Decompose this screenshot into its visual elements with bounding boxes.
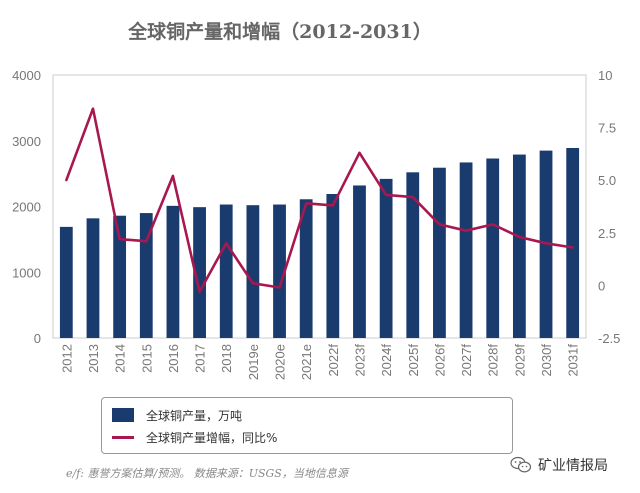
x-tick-label: 2019e — [246, 344, 261, 380]
bar — [566, 147, 580, 338]
x-tick-label: 2029f — [512, 344, 527, 377]
bar — [219, 204, 233, 338]
bar — [326, 194, 340, 338]
bar — [113, 215, 127, 338]
growth-point — [358, 151, 361, 155]
x-tick-label: 2022f — [326, 344, 341, 377]
growth-point — [411, 195, 414, 199]
growth-point — [91, 107, 95, 110]
bar — [512, 154, 526, 338]
y-right-tick-label: 2.5 — [598, 226, 616, 241]
growth-point — [304, 202, 308, 205]
bar — [139, 213, 153, 338]
x-tick-label: 2023f — [352, 344, 367, 377]
growth-point — [438, 223, 441, 226]
plot-area: 0 1000 2000 3000 4000 -2.5 0 2.5 5.0 7.5 10 2012 201… — [12, 68, 620, 380]
footnote: e/f: 惠誉方案估算/预测。 数据来源：USGS，当地信息源 — [66, 467, 348, 480]
x-tick-label: 2017 — [193, 344, 208, 373]
wechat-icon — [510, 456, 532, 473]
growth-point — [278, 286, 281, 289]
growth-point — [118, 237, 121, 241]
growth-point — [384, 193, 388, 197]
legend-label-production: 全球铜产量，万吨 — [146, 408, 243, 423]
growth-line — [65, 107, 573, 294]
growth-point — [491, 223, 494, 226]
x-tick-label: 2027f — [459, 344, 474, 377]
bar — [166, 205, 180, 338]
chart-title: 全球铜产量和增幅（2012-2031） — [127, 20, 432, 43]
bar — [86, 218, 100, 338]
y-left-tick-label: 1000 — [12, 265, 41, 280]
y-left-tick-label: 4000 — [12, 68, 41, 83]
bar — [433, 167, 446, 338]
legend-line-swatch — [112, 435, 134, 439]
y-right-tick-label: 7.5 — [598, 121, 616, 136]
growth-point — [65, 179, 68, 182]
x-tick-label: 2015 — [139, 344, 154, 373]
y-left-tick-label: 0 — [34, 331, 41, 346]
growth-point — [145, 240, 148, 243]
bar — [59, 226, 73, 338]
x-tick-label: 2025f — [406, 344, 421, 377]
x-tick-label: 2012 — [59, 344, 74, 373]
x-tick-label: 2016 — [166, 344, 181, 373]
x-tick-label: 2024f — [379, 344, 394, 377]
x-tick-label: 2020e — [273, 344, 288, 380]
bar — [193, 207, 206, 338]
legend-bar-swatch — [112, 408, 134, 422]
growth-point — [225, 242, 228, 245]
plot-frame — [52, 74, 587, 339]
growth-point — [171, 174, 175, 178]
growth-point — [198, 290, 201, 293]
legend-item-growth: 全球铜产量增幅，同比% — [112, 427, 277, 447]
bar — [379, 178, 393, 338]
y-right-tick-label: 0 — [598, 278, 605, 293]
growth-point — [544, 242, 548, 245]
x-tick-label: 2018 — [219, 344, 234, 373]
y-right-tick-label: 10 — [598, 68, 612, 83]
y-right-tick-label: -2.5 — [598, 331, 620, 346]
bar — [406, 172, 420, 338]
x-tick-label: 2014 — [113, 344, 128, 373]
bar — [353, 185, 366, 338]
growth-point — [518, 235, 521, 239]
bar — [486, 158, 500, 338]
bar — [459, 162, 473, 338]
bar — [246, 205, 260, 338]
watermark-text: 矿业情报局 — [538, 458, 608, 474]
growth-point — [464, 229, 468, 232]
x-tick-label: 2031f — [566, 344, 581, 377]
x-tick-label: 2021e — [299, 344, 314, 380]
y-right-tick-label: 5.0 — [598, 173, 616, 188]
y-left-tick-label: 2000 — [12, 200, 41, 215]
legend-label-growth: 全球铜产量增幅，同比% — [146, 430, 278, 445]
x-tick-label: 2013 — [86, 344, 101, 373]
growth-point — [251, 282, 255, 285]
x-tick-label: 2026f — [432, 344, 447, 377]
watermark: 矿业情报局 — [510, 455, 608, 475]
legend: 全球铜产量，万吨 全球铜产量增幅，同比% — [101, 397, 513, 454]
growth-point — [571, 246, 574, 249]
bar — [299, 199, 313, 338]
y-left-tick-label: 3000 — [12, 134, 41, 149]
bar — [273, 204, 286, 338]
x-tick-label: 2028f — [486, 344, 501, 377]
legend-item-production: 全球铜产量，万吨 — [112, 405, 242, 425]
growth-point — [331, 204, 335, 207]
x-tick-label: 2030f — [539, 344, 554, 377]
